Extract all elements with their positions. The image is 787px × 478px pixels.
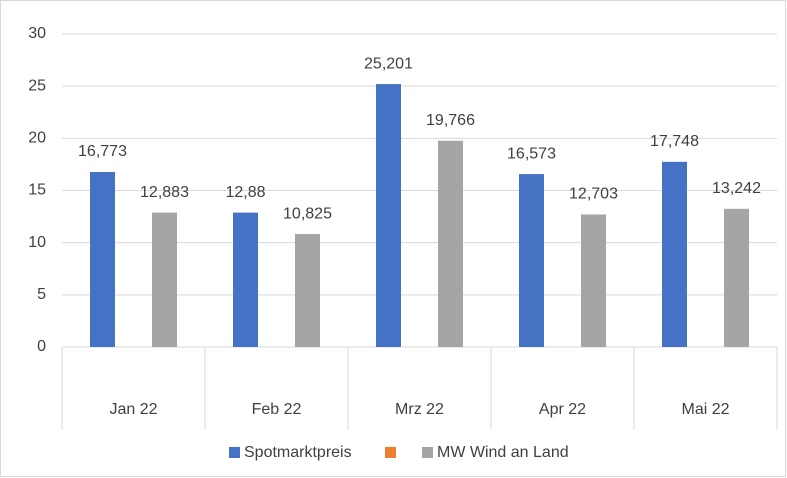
data-label: 12,88 [225, 184, 265, 201]
data-label: 25,201 [364, 55, 413, 72]
x-tick-label: Apr 22 [539, 401, 586, 418]
data-label: 19,766 [426, 112, 475, 129]
y-tick-label: 0 [37, 338, 46, 355]
bar [581, 214, 606, 347]
legend-swatch [422, 447, 433, 458]
y-tick-label: 5 [37, 286, 46, 303]
bar [90, 172, 115, 347]
bar [724, 208, 749, 347]
data-label: 17,748 [650, 133, 699, 150]
y-tick-label: 30 [28, 25, 46, 42]
bar [152, 212, 177, 347]
data-label: 16,573 [507, 145, 556, 162]
legend-label: Spotmarktpreis [244, 444, 352, 461]
legend-label: MW Wind an Land [437, 444, 569, 461]
bar [233, 212, 258, 347]
data-label: 10,825 [283, 205, 332, 222]
data-label: 13,242 [712, 180, 761, 197]
x-tick-label: Mai 22 [681, 401, 729, 418]
legend-swatch [385, 447, 396, 458]
x-tick-label: Feb 22 [252, 401, 302, 418]
y-tick-label: 10 [28, 234, 46, 251]
bar [295, 234, 320, 347]
data-label: 16,773 [78, 143, 127, 160]
y-tick-label: 20 [28, 130, 46, 147]
y-tick-label: 25 [28, 77, 46, 94]
x-tick-label: Mrz 22 [395, 401, 444, 418]
bar [376, 84, 401, 347]
bar [519, 174, 544, 347]
data-label: 12,703 [569, 186, 618, 203]
x-tick-label: Jan 22 [109, 401, 157, 418]
y-tick-label: 15 [28, 182, 46, 199]
bar [662, 161, 687, 347]
bar [438, 140, 463, 347]
legend-swatch [229, 447, 240, 458]
data-label: 12,883 [140, 184, 189, 201]
